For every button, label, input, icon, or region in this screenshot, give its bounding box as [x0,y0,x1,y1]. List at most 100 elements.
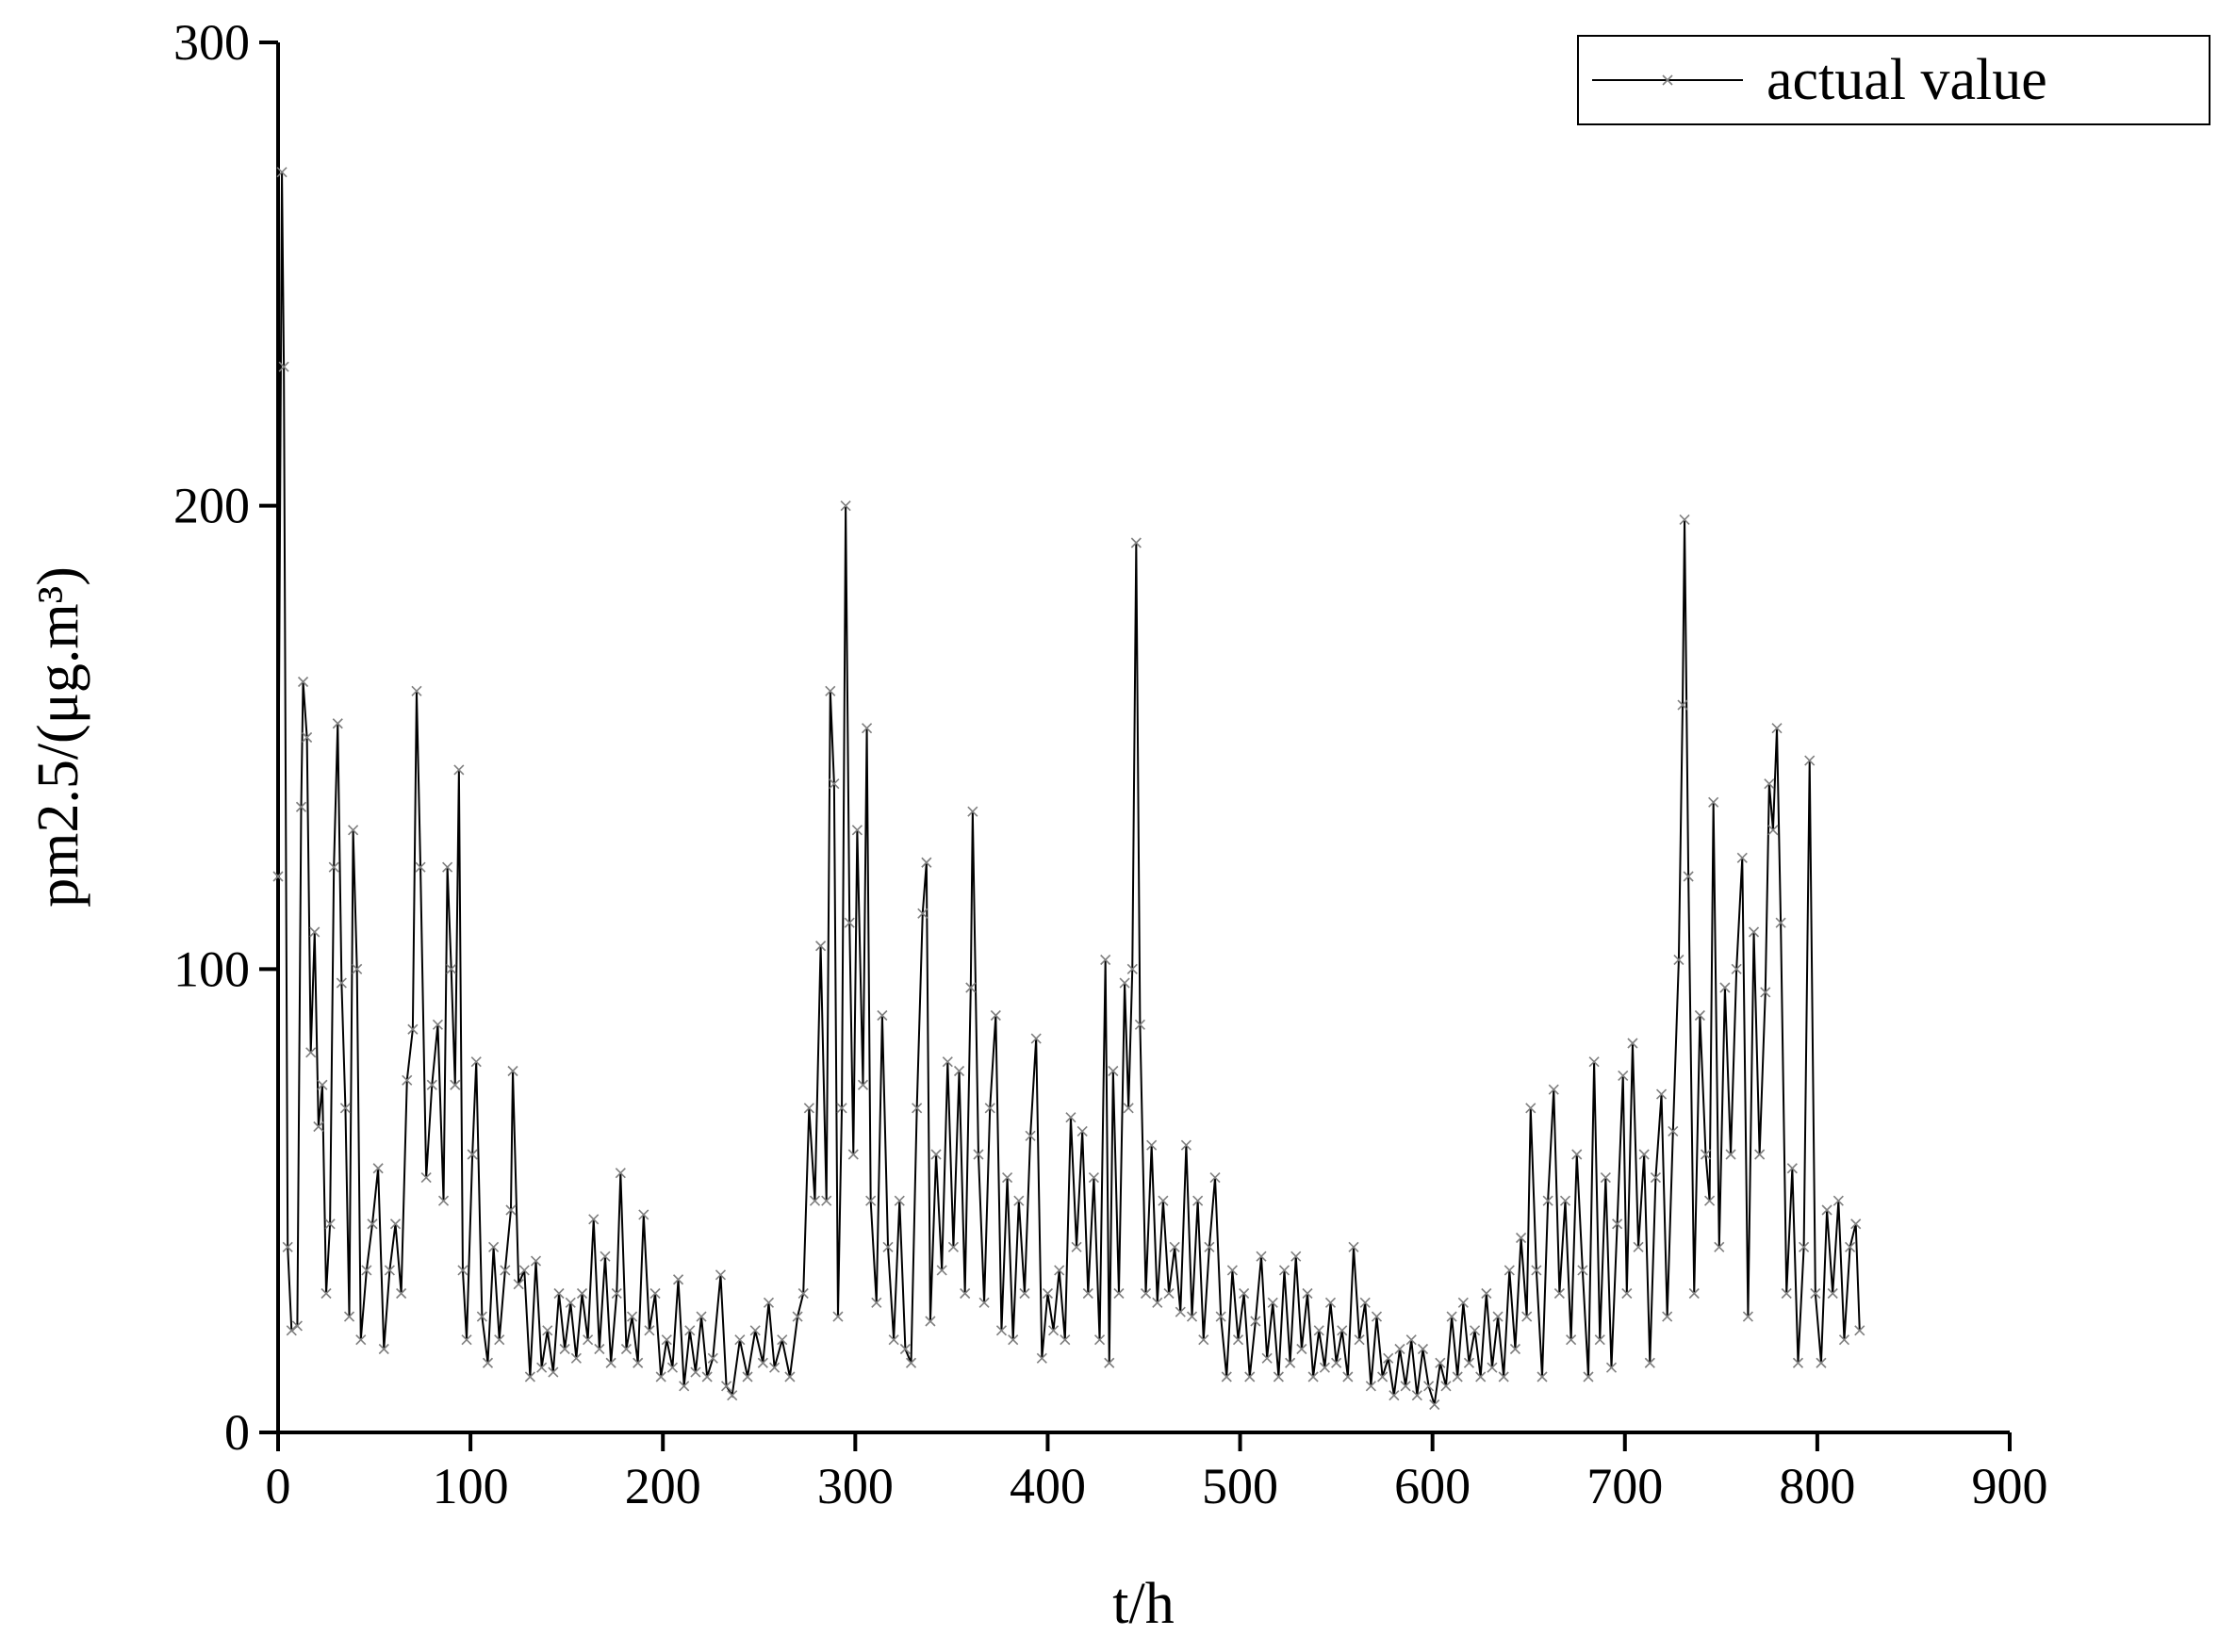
data-point [324,1219,336,1230]
data-point [784,1371,796,1382]
data-point [1627,1038,1638,1049]
data-point [536,1362,548,1373]
data-point [1113,1287,1125,1300]
data-point [1638,1149,1650,1160]
data-point [1394,1343,1405,1355]
data-point [518,1265,530,1276]
data-point [1571,1149,1583,1160]
data-point [644,1325,655,1336]
data-point [1400,1381,1411,1392]
data-point [1633,1241,1644,1252]
data-point [1082,1287,1093,1300]
data-point [500,1265,511,1276]
data-point [1470,1325,1481,1336]
data-point [1002,1172,1013,1184]
data-point [432,1019,443,1030]
data-point [1688,1287,1700,1300]
data-point [348,825,359,836]
data-point [583,1334,594,1346]
data-point [696,1311,707,1322]
data-point [1405,1334,1417,1346]
data-point [690,1366,701,1378]
data-point [1104,1357,1115,1368]
data-point [832,1311,844,1322]
data-point [862,723,873,734]
data-point [626,1311,638,1322]
data-point [1354,1334,1365,1346]
data-point [1025,1130,1036,1141]
data-point [1429,1398,1440,1411]
data-point [415,861,426,873]
data-point [1232,1334,1244,1346]
data-point [1618,1070,1629,1081]
data-point [286,1325,297,1336]
data-point [757,1357,768,1368]
data-point [633,1357,644,1368]
data-point [1553,1287,1565,1300]
data-point [1273,1371,1284,1382]
data-point [1140,1287,1152,1300]
data-point [1071,1241,1082,1252]
data-point [1093,1334,1106,1346]
data-point [666,1362,678,1373]
y-tick-label: 200 [173,478,250,534]
data-point [1215,1311,1226,1322]
data-point [865,1195,877,1206]
data-point [1588,1056,1600,1068]
data-point [821,1195,832,1206]
data-point [1440,1381,1452,1392]
data-point [426,1079,437,1090]
data-point [1146,1139,1158,1151]
data-point [1337,1325,1348,1336]
data-point [679,1381,690,1392]
data-point [1296,1343,1307,1355]
data-point [1158,1195,1169,1206]
x-tick-label: 800 [1779,1458,1855,1514]
data-point [1810,1287,1821,1300]
data-point [1736,852,1748,863]
data-point [1594,1334,1605,1346]
data-point [734,1334,746,1346]
data-point [1250,1316,1261,1327]
data-point [715,1269,727,1281]
data-point [1100,954,1111,966]
data-point [442,861,453,873]
data-point [1302,1287,1313,1300]
data-point [1365,1381,1376,1392]
data-point [661,1334,672,1346]
data-point [1267,1297,1278,1308]
data-point [1767,825,1779,836]
data-point [1854,1325,1865,1336]
data-point [965,982,977,993]
data-point [1278,1265,1290,1276]
data-point [1700,1149,1712,1160]
data-point [313,1120,324,1133]
data-point [600,1251,611,1262]
data-point [1389,1390,1400,1401]
data-point [942,1056,953,1068]
data-point [352,963,363,974]
data-point [1030,1033,1042,1044]
data-point [899,1343,911,1355]
data-point [1359,1297,1371,1308]
data-point [1198,1334,1209,1346]
data-point [437,1195,450,1206]
data-point [1307,1371,1319,1382]
data-point [1583,1371,1594,1382]
data-point [877,1009,888,1022]
data-point [1239,1287,1250,1300]
data-point [936,1265,947,1276]
data-point [1799,1241,1810,1252]
data-point [367,1219,378,1230]
data-point [1719,982,1731,993]
data-point [947,1241,959,1252]
data-point [309,926,320,938]
data-point [513,1279,524,1290]
data-point [336,977,347,989]
data-point [1130,537,1142,548]
data-point [305,1047,317,1058]
data-point [649,1287,661,1300]
data-point [1748,926,1760,938]
data-point [1764,778,1775,790]
data-point [1850,1219,1862,1230]
